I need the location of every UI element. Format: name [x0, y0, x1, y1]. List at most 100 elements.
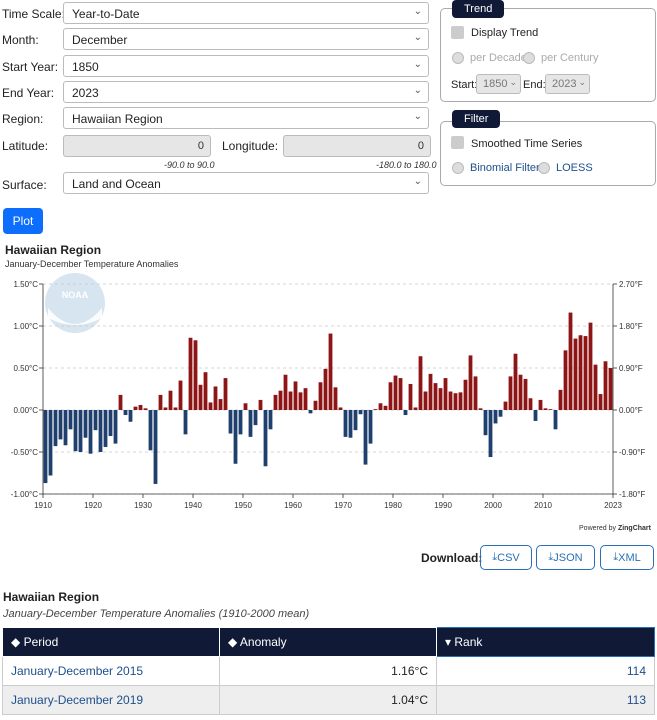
col-period[interactable]: ◆ Period — [2, 627, 220, 657]
bar-year-1910 — [43, 410, 48, 484]
bar-year-1915 — [68, 410, 73, 430]
chevron-down-icon: ⌄ — [413, 32, 422, 43]
y-tick-label-c: 0.50°C — [13, 364, 38, 373]
period-link[interactable]: January-December 2015 — [2, 656, 220, 686]
rank-cell: 114 — [436, 656, 655, 686]
y-tick-label-c: 1.00°C — [13, 322, 38, 331]
y-tick-label-c: 0.00°C — [13, 406, 38, 415]
month-select[interactable]: December ⌄ — [63, 28, 429, 50]
col-anomaly[interactable]: ◆ Anomaly — [219, 627, 437, 657]
y-tick-label-c: -1.00°C — [11, 490, 38, 499]
download-json-button[interactable]: ⤓ JSON — [536, 545, 595, 570]
end-year-label: End Year: — [2, 86, 55, 100]
bar-year-1923 — [108, 410, 113, 437]
results-table: ◆ Period ◆ Anomaly ▾ Rank January-Decemb… — [2, 627, 655, 715]
period-link[interactable]: January-December 2019 — [2, 685, 220, 715]
bar-year-1993 — [458, 392, 463, 410]
bar-year-1946 — [223, 378, 228, 410]
download-xml-button[interactable]: ⤓ XML — [600, 545, 654, 570]
bar-year-1938 — [183, 410, 188, 435]
bar-year-1983 — [408, 383, 413, 410]
bar-year-2006 — [523, 378, 528, 410]
bar-year-1918 — [83, 410, 88, 438]
per-century-radio[interactable] — [523, 52, 535, 64]
bar-year-2009 — [538, 399, 543, 410]
xml-label: XML — [618, 551, 641, 564]
trend-start-select[interactable]: 1850 ⌄ — [476, 74, 521, 94]
bar-year-2012 — [553, 410, 558, 430]
trend-start-label: Start: — [451, 79, 478, 91]
col-rank[interactable]: ▾ Rank — [436, 627, 655, 657]
download-csv-button[interactable]: ⤓ CSV — [480, 545, 532, 570]
bar-year-1963 — [308, 410, 313, 414]
surface-select[interactable]: Land and Ocean ⌄ — [63, 172, 429, 194]
table-row: January-December 2015 1.16°C 114 — [2, 656, 655, 686]
x-tick-label: 1990 — [434, 501, 452, 510]
col-anomaly-label: Anomaly — [239, 635, 287, 649]
bar-year-1965 — [318, 382, 323, 410]
bar-year-2004 — [513, 353, 518, 410]
chevron-down-icon: ⌄ — [413, 111, 422, 122]
bar-year-1942 — [203, 372, 208, 410]
binomial-radio[interactable] — [452, 162, 464, 174]
download-icon: ⤓ — [548, 551, 554, 563]
results-title: Hawaiian Region — [3, 590, 100, 604]
time-scale-select[interactable]: Year-to-Date ⌄ — [63, 2, 429, 24]
y-tick-label-f: 2.70°F — [619, 280, 643, 289]
display-trend-checkbox[interactable] — [451, 26, 464, 39]
download-icon: ⤓ — [613, 551, 619, 563]
bar-year-2000 — [493, 410, 498, 424]
anomaly-cell: 1.16°C — [219, 656, 437, 686]
y-tick-label-f: -1.80°F — [619, 490, 645, 499]
filter-tag: Filter — [452, 110, 501, 128]
bar-year-1969 — [338, 407, 343, 410]
noaa-logo: NOAA — [45, 273, 105, 333]
zingchart-brand: ZingChart — [617, 525, 651, 532]
latitude-input[interactable]: 0 — [63, 135, 211, 157]
longitude-input[interactable]: 0 — [283, 135, 431, 157]
y-tick-label-f: -0.90°F — [619, 448, 645, 457]
bar-year-1930 — [143, 408, 148, 410]
bar-year-2015 — [568, 312, 573, 410]
x-tick-label: 2010 — [534, 501, 552, 510]
bar-year-1959 — [288, 391, 293, 410]
end-year-select[interactable]: 2023 ⌄ — [63, 81, 429, 103]
bar-year-1957 — [278, 390, 283, 410]
chart-subtitle: January-December Temperature Anomalies — [5, 259, 179, 269]
region-label: Region: — [2, 112, 44, 126]
start-year-value: 1850 — [72, 60, 99, 74]
region-select[interactable]: Hawaiian Region ⌄ — [63, 107, 429, 129]
time-scale-label: Time Scale: — [2, 7, 65, 21]
bar-year-2022 — [603, 361, 608, 410]
bar-year-2016 — [573, 338, 578, 410]
x-tick-label: 1950 — [234, 501, 252, 510]
bar-year-1952 — [253, 410, 258, 426]
bar-year-2013 — [558, 389, 563, 410]
bar-year-1944 — [213, 386, 218, 410]
surface-label: Surface: — [2, 178, 47, 192]
bar-year-1931 — [148, 410, 153, 451]
sort-desc-icon: ▾ — [445, 635, 452, 649]
bar-year-1972 — [353, 410, 358, 431]
end-year-value: 2023 — [72, 86, 99, 100]
x-tick-label: 1940 — [184, 501, 202, 510]
loess-radio[interactable] — [538, 162, 550, 174]
trend-end-select[interactable]: 2023 ⌄ — [545, 74, 590, 94]
bar-year-1955 — [268, 410, 273, 430]
bar-year-1928 — [133, 406, 138, 410]
bar-year-1954 — [263, 410, 268, 467]
start-year-select[interactable]: 1850 ⌄ — [63, 55, 429, 77]
trend-tag: Trend — [452, 0, 505, 18]
y-tick-label-f: 1.80°F — [619, 322, 643, 331]
per-decade-radio[interactable] — [452, 52, 464, 64]
bar-year-2019 — [588, 322, 593, 410]
longitude-hint: -180.0 to 180.0 — [376, 160, 437, 170]
plot-button[interactable]: Plot — [3, 208, 43, 234]
bar-year-1977 — [378, 403, 383, 410]
bar-year-1917 — [78, 410, 83, 452]
smoothed-checkbox[interactable] — [451, 136, 464, 149]
bar-year-1962 — [303, 388, 308, 410]
bar-year-1982 — [403, 410, 408, 416]
x-tick-label: 1970 — [334, 501, 352, 510]
bar-year-2023 — [608, 368, 613, 410]
